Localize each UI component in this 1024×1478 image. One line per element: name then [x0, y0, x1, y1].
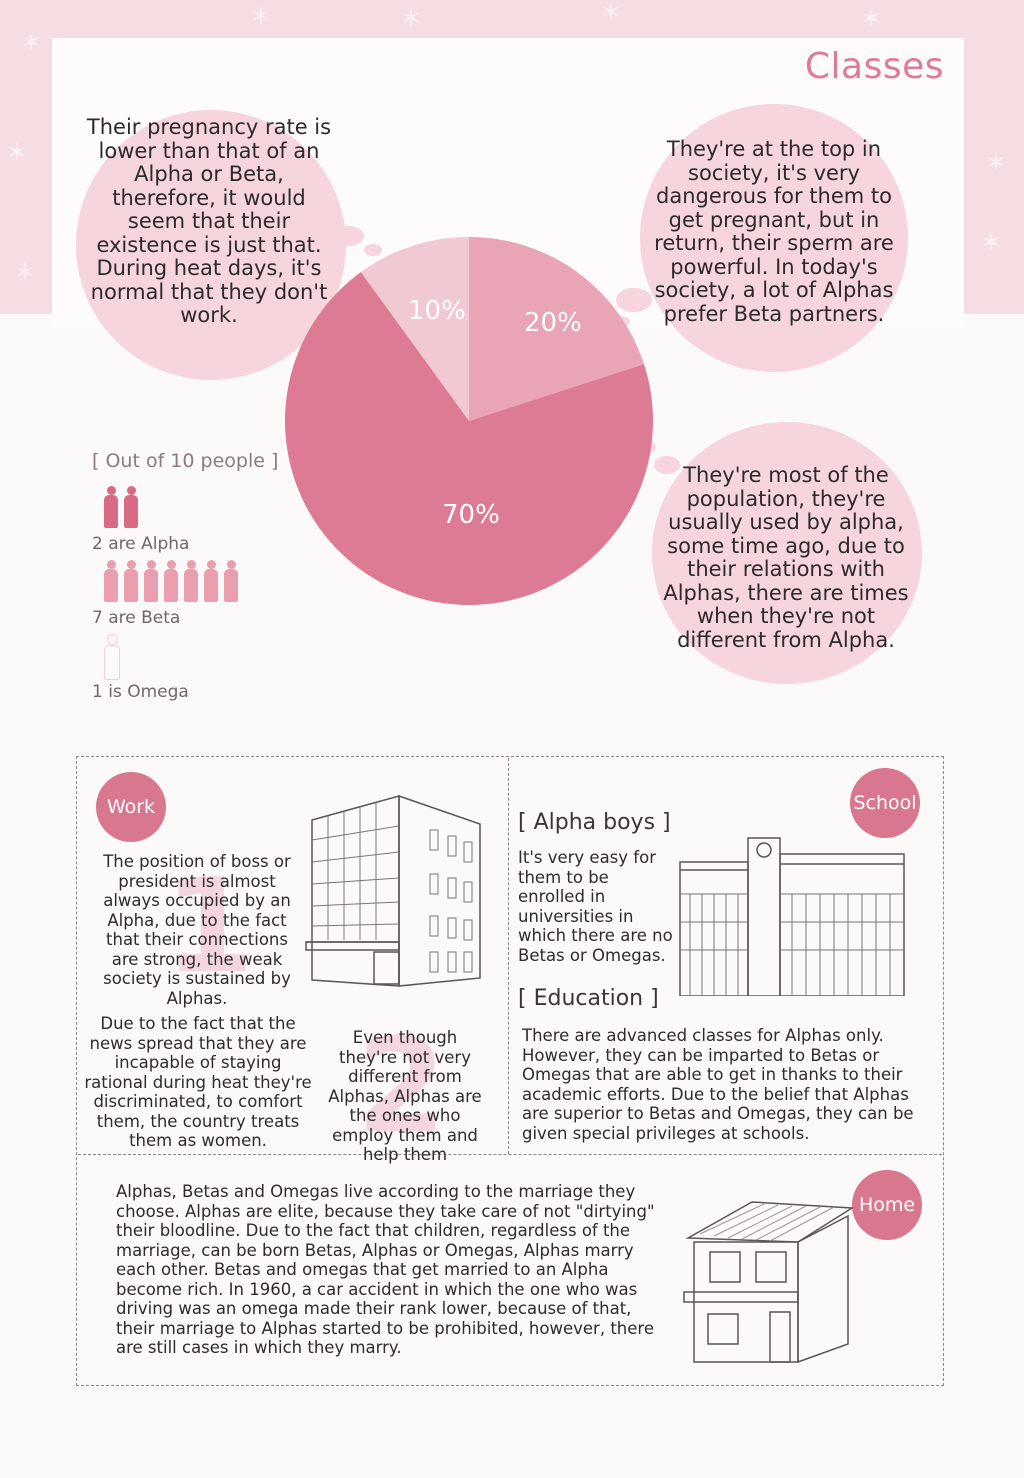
omega-count-label: 1 is Omega [92, 682, 189, 702]
omega-bubble-text: Their pregnancy rate is lower than that … [86, 115, 332, 327]
school-building-illustration [679, 837, 905, 996]
pie-slice-0 [360, 237, 469, 421]
star-icon: ✶ [860, 4, 882, 34]
frame-divider [78, 1154, 942, 1155]
star-icon: ✶ [600, 0, 622, 28]
bubble-dot [364, 244, 382, 256]
pie-label-beta: 70% [442, 500, 500, 530]
beta-bubble-text: They're most of the population, they're … [663, 463, 909, 652]
person-icon [204, 560, 218, 602]
bubble-dot [654, 456, 680, 474]
person-icon [144, 560, 158, 602]
home-text: Alphas, Betas and Omegas live according … [116, 1182, 655, 1357]
star-icon: ✶ [400, 4, 422, 34]
beta-bubble [652, 422, 922, 684]
bubble-dot [334, 226, 364, 246]
person-icon [104, 486, 118, 528]
pie-label-alpha: 20% [524, 308, 582, 338]
person-icon [184, 560, 198, 602]
education-text: There are advanced classes for Alphas on… [522, 1026, 914, 1143]
work-badge: Work [96, 772, 166, 842]
person-icon [124, 560, 138, 602]
pie-label-omega: 10% [408, 296, 466, 326]
alpha-bubble [640, 104, 908, 372]
frame-divider [508, 758, 509, 1154]
ghost-number: 2 [356, 1010, 447, 1162]
alpha-boys-text: It's very easy for them to be enrolled i… [518, 848, 673, 965]
star-icon: ✶ [20, 28, 42, 58]
page-title: Classes [804, 46, 944, 87]
alpha-people-row [104, 486, 138, 528]
population-pie-chart [285, 237, 653, 605]
pie-slice-1 [469, 237, 644, 421]
ghost-number: 1 [164, 850, 255, 1002]
people-header: [ Out of 10 people ] [92, 450, 279, 472]
star-icon: ✶ [985, 148, 1007, 178]
bubble-dot [616, 288, 652, 312]
person-icon [224, 560, 238, 602]
pie-slice-2 [285, 272, 653, 605]
work-text-omega: Due to the fact that the news spread tha… [84, 1014, 312, 1150]
omega-bubble [76, 110, 346, 380]
work-text-beta: Even though they're not very different f… [328, 1028, 482, 1164]
star-icon: ✶ [250, 2, 272, 32]
alpha-boys-heading: [ Alpha boys ] [518, 810, 671, 835]
education-heading: [ Education ] [518, 986, 659, 1011]
home-badge: Home [852, 1170, 922, 1240]
work-text-alpha: The position of boss or president is alm… [103, 852, 291, 1008]
person-icon [124, 486, 138, 528]
office-building-illustration [305, 794, 481, 987]
beta-count-label: 7 are Beta [92, 608, 181, 628]
star-icon: ✶ [14, 258, 36, 288]
info-frame [76, 756, 944, 1386]
star-icon: ✶ [980, 228, 1002, 258]
school-badge: School [850, 768, 920, 838]
alpha-count-label: 2 are Alpha [92, 534, 190, 554]
alpha-bubble-text: They're at the top in society, it's very… [654, 137, 894, 326]
house-illustration [683, 1201, 855, 1364]
omega-people-row [104, 634, 120, 680]
person-icon [164, 560, 178, 602]
person-icon [104, 634, 120, 680]
star-icon: ✶ [6, 138, 28, 168]
person-icon [104, 560, 118, 602]
beta-people-row [104, 560, 238, 602]
